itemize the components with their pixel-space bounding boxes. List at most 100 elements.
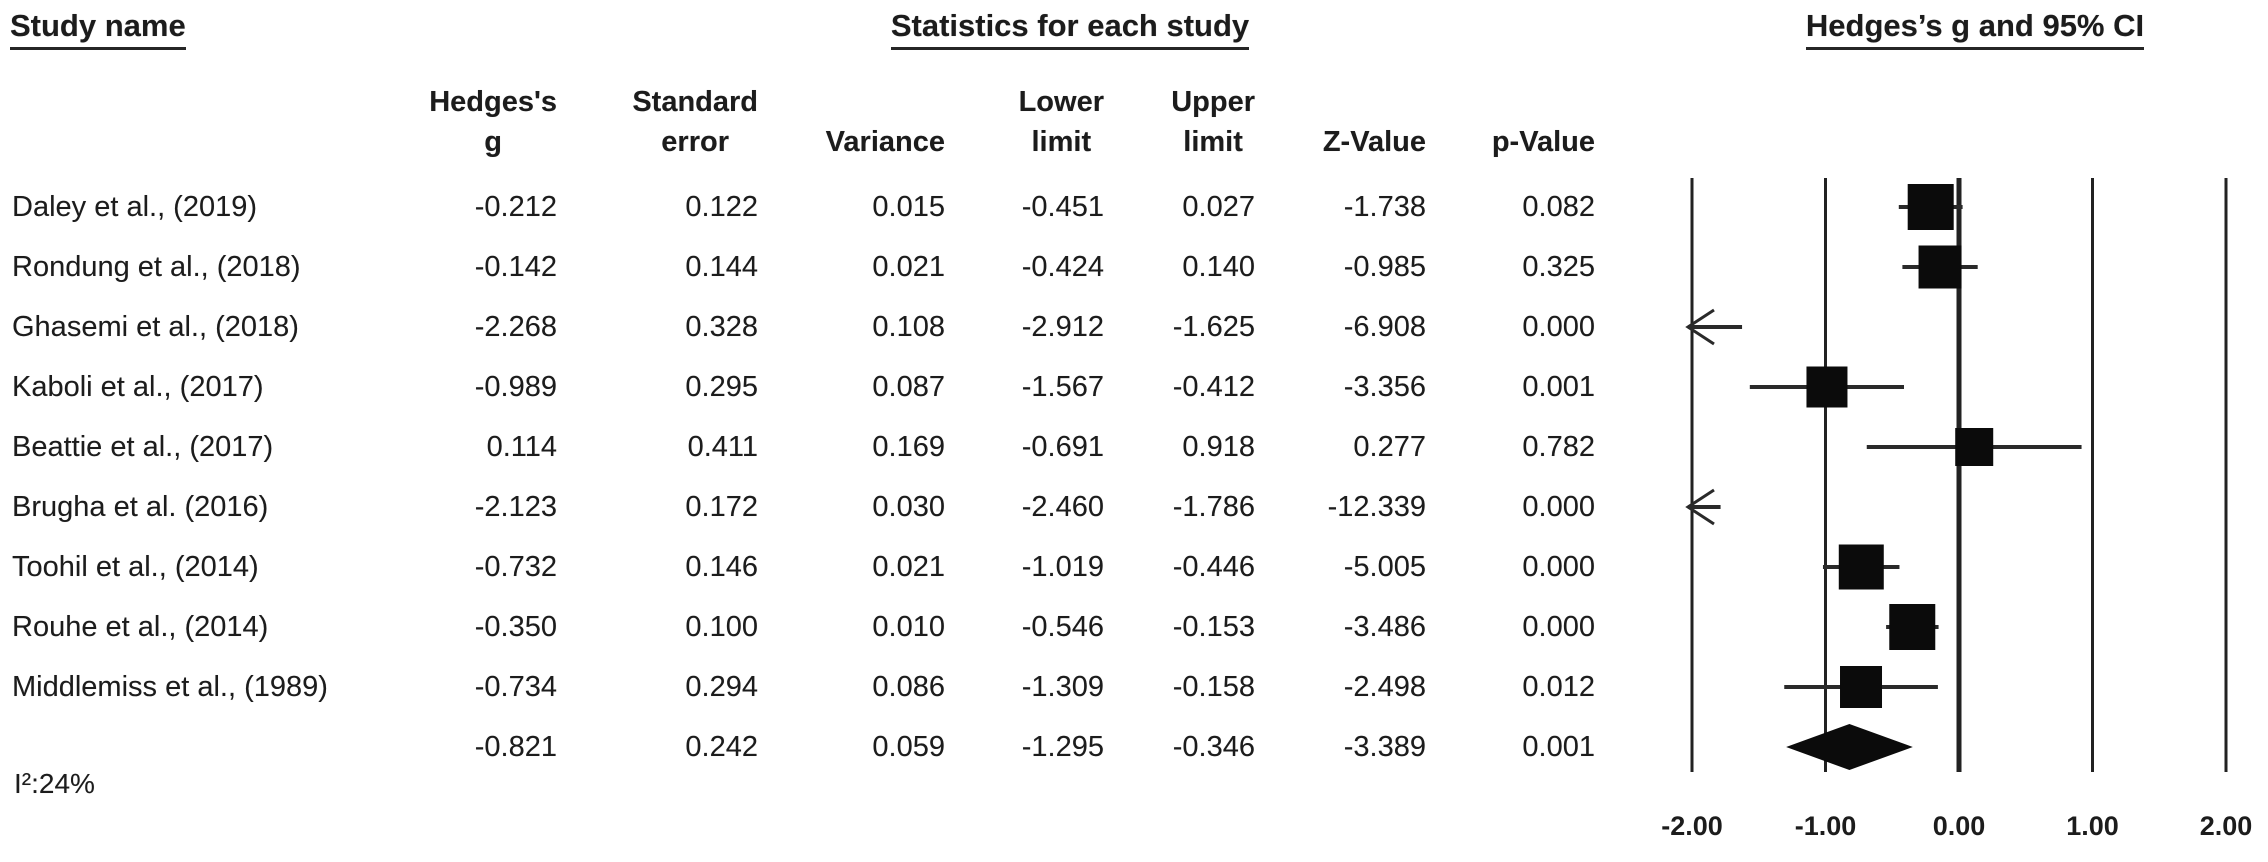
stat-cell-lower: -0.546 bbox=[1021, 610, 1104, 643]
stat-cell-lower: -1.019 bbox=[1021, 550, 1104, 583]
study-row: Middlemiss et al., (1989) -0.734 0.294 0.08… bbox=[0, 657, 1595, 717]
stat-cell-p: 0.000 bbox=[1522, 310, 1595, 343]
study-row: Rondung et al., (2018) -0.142 0.144 0.021 -0… bbox=[0, 237, 1595, 297]
stat-cell-variance: 0.108 bbox=[872, 310, 945, 343]
stat-cell-variance: 0.010 bbox=[872, 610, 945, 643]
statistics-section-title-wrap: Statistics for each study bbox=[600, 8, 1540, 50]
stat-cell-upper: -0.412 bbox=[1172, 370, 1255, 403]
effect-square bbox=[1889, 604, 1936, 650]
stat-cell-upper: 0.140 bbox=[1182, 250, 1255, 283]
stat-cell-se: 0.328 bbox=[685, 310, 758, 343]
stat-cell-lower: -1.295 bbox=[1021, 730, 1104, 763]
stat-cell-upper: -0.446 bbox=[1172, 550, 1255, 583]
study-row: Brugha et al. (2016) -2.123 0.172 0.030 -2.4… bbox=[0, 477, 1595, 537]
stat-cell-se: 0.122 bbox=[685, 190, 758, 223]
study-row: Toohil et al., (2014) -0.732 0.146 0.021 -1.… bbox=[0, 537, 1595, 597]
effect-square bbox=[1806, 366, 1848, 408]
study-name-column-title-wrap: Study name bbox=[10, 8, 186, 50]
stat-cell-upper: -1.625 bbox=[1172, 310, 1255, 343]
axis-tick-label: -2.00 bbox=[1661, 811, 1723, 841]
stat-cell-z: -1.738 bbox=[1343, 190, 1426, 223]
axis-tick-label: -1.00 bbox=[1795, 811, 1857, 841]
stat-cell-lower: -1.309 bbox=[1021, 670, 1104, 703]
stat-cell-se: 0.172 bbox=[685, 490, 758, 523]
plot-section-title: Hedges’s g and 95% CI bbox=[1805, 8, 2145, 50]
summary-row: -0.821 0.242 0.059 -1.295 -0.346 -3.389 0.001 bbox=[0, 717, 1595, 777]
col-header-p: p-Value bbox=[1426, 64, 1595, 162]
stat-cell-p: 0.000 bbox=[1522, 490, 1595, 523]
stat-cell-g: -0.734 bbox=[474, 670, 557, 703]
stat-cell-se: 0.295 bbox=[685, 370, 758, 403]
stat-cell-g: 0.114 bbox=[486, 430, 557, 463]
stat-cell-upper: 0.918 bbox=[1182, 430, 1255, 463]
summary-diamond bbox=[1786, 724, 1913, 770]
study-name-cell: Toohil et al., (2014) bbox=[12, 550, 259, 583]
effect-square bbox=[1918, 245, 1962, 289]
stat-cell-z: -5.005 bbox=[1343, 550, 1426, 583]
stat-cell-p: 0.325 bbox=[1522, 250, 1595, 283]
col-header-label: p-Value bbox=[1491, 125, 1595, 158]
study-row: Ghasemi et al., (2018) -2.268 0.328 0.108 -2… bbox=[0, 297, 1595, 357]
stat-cell-p: 0.000 bbox=[1522, 550, 1595, 583]
stat-cell-variance: 0.059 bbox=[872, 730, 945, 763]
stat-cell-se: 0.294 bbox=[685, 670, 758, 703]
stat-cell-z: -2.498 bbox=[1343, 670, 1426, 703]
study-row: Rouhe et al., (2014) -0.350 0.100 0.010 -0.5… bbox=[0, 597, 1595, 657]
stat-cell-lower: -0.451 bbox=[1021, 190, 1104, 223]
stat-cell-p: 0.001 bbox=[1522, 730, 1595, 763]
col-header-label: Variance bbox=[825, 125, 945, 158]
stat-cell-g: -0.212 bbox=[474, 190, 557, 223]
stat-cell-variance: 0.030 bbox=[872, 490, 945, 523]
stat-cell-p: 0.001 bbox=[1522, 370, 1595, 403]
stat-cell-variance: 0.086 bbox=[872, 670, 945, 703]
stat-cell-lower: -2.460 bbox=[1021, 490, 1104, 523]
stat-cell-lower: -1.567 bbox=[1021, 370, 1104, 403]
stat-cell-g: -0.989 bbox=[474, 370, 557, 403]
stat-cell-se: 0.242 bbox=[685, 730, 758, 763]
effect-square bbox=[1955, 428, 1994, 466]
stat-cell-g: -0.732 bbox=[474, 550, 557, 583]
stat-cell-p: 0.012 bbox=[1522, 670, 1595, 703]
stat-cell-upper: -0.158 bbox=[1172, 670, 1255, 703]
stat-cell-se: 0.411 bbox=[687, 430, 758, 463]
stat-cell-variance: 0.021 bbox=[872, 250, 945, 283]
stat-cell-variance: 0.087 bbox=[872, 370, 945, 403]
heterogeneity-label: I²:24% bbox=[14, 768, 95, 799]
study-name-cell: Rouhe et al., (2014) bbox=[12, 610, 269, 643]
stat-cell-z: -3.486 bbox=[1343, 610, 1426, 643]
stat-cell-variance: 0.169 bbox=[872, 430, 945, 463]
stat-cell-lower: -0.424 bbox=[1021, 250, 1104, 283]
stat-cell-z: -3.389 bbox=[1343, 730, 1426, 763]
stat-cell-g: -2.268 bbox=[474, 310, 557, 343]
stat-cell-z: -6.908 bbox=[1343, 310, 1426, 343]
col-header-label: Lower limit bbox=[1018, 85, 1104, 158]
effect-square bbox=[1840, 666, 1883, 708]
stat-cell-se: 0.146 bbox=[685, 550, 758, 583]
stat-cell-upper: -0.346 bbox=[1172, 730, 1255, 763]
arrow-left-icon bbox=[1685, 488, 1715, 526]
stat-cell-upper: 0.027 bbox=[1182, 190, 1255, 223]
study-name-cell: Daley et al., (2019) bbox=[12, 190, 258, 223]
stat-cell-variance: 0.021 bbox=[872, 550, 945, 583]
study-name-cell: Rondung et al., (2018) bbox=[12, 250, 301, 283]
stat-cell-g: -0.821 bbox=[474, 730, 557, 763]
stat-cell-z: 0.277 bbox=[1353, 430, 1426, 463]
plot-section-title-wrap: Hedges’s g and 95% CI bbox=[1660, 8, 2268, 50]
col-header-label: Upper limit bbox=[1171, 85, 1255, 158]
col-header-label: Z-Value bbox=[1322, 125, 1426, 158]
study-name-cell: Middlemiss et al., (1989) bbox=[12, 670, 328, 703]
stat-cell-lower: -2.912 bbox=[1021, 310, 1104, 343]
stat-cell-se: 0.100 bbox=[685, 610, 758, 643]
study-name-cell: Beattie et al., (2017) bbox=[12, 430, 274, 463]
study-name-cell: Brugha et al. (2016) bbox=[12, 490, 269, 523]
study-row: Kaboli et al., (2017) -0.989 0.295 0.087 -1.… bbox=[0, 357, 1595, 417]
stat-cell-z: -0.985 bbox=[1343, 250, 1426, 283]
col-header-lower: Lower limit bbox=[945, 64, 1104, 162]
col-header-label: Standard error bbox=[632, 85, 758, 158]
stat-cell-lower: -0.691 bbox=[1021, 430, 1104, 463]
stat-cell-upper: -0.153 bbox=[1172, 610, 1255, 643]
stat-cell-z: -3.356 bbox=[1343, 370, 1426, 403]
axis-tick-label: 2.00 bbox=[2200, 811, 2253, 841]
